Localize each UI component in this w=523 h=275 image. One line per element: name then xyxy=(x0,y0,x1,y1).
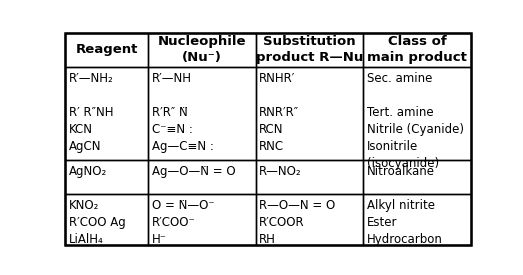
Bar xyxy=(65,67,149,160)
Bar xyxy=(65,160,149,194)
Bar xyxy=(65,194,149,245)
Text: RNHR′

RNR′R″
RCN
RNC: RNHR′ RNR′R″ RCN RNC xyxy=(259,72,299,153)
Text: Substitution
product R—Nu: Substitution product R—Nu xyxy=(256,35,363,64)
Bar xyxy=(65,33,149,67)
Bar xyxy=(149,67,256,160)
Text: R′—NH₂

R′ R″NH
KCN
AgCN: R′—NH₂ R′ R″NH KCN AgCN xyxy=(69,72,113,153)
Text: R—NO₂: R—NO₂ xyxy=(259,165,302,178)
Bar xyxy=(363,194,471,245)
Bar xyxy=(149,160,256,194)
Bar xyxy=(256,160,363,194)
Bar xyxy=(363,33,471,67)
Text: O = N̈—O⁻
R′COO⁻
H⁻: O = N̈—O⁻ R′COO⁻ H⁻ xyxy=(152,199,214,246)
Bar xyxy=(149,33,256,67)
Bar xyxy=(256,67,363,160)
Bar xyxy=(363,160,471,194)
Text: R′—NH

R′R″ N̈
C⁻≡N :
Ag—C≡N :: R′—NH R′R″ N̈ C⁻≡N : Ag—C≡N : xyxy=(152,72,213,153)
Text: Nucleophile
(Nu⁻): Nucleophile (Nu⁻) xyxy=(158,35,246,64)
Text: R—O—N = O
R′COOR
RH: R—O—N = O R′COOR RH xyxy=(259,199,335,246)
Bar xyxy=(363,67,471,160)
Text: Class of
main product: Class of main product xyxy=(367,35,467,64)
Text: Alkyl nitrite
Ester
Hydrocarbon: Alkyl nitrite Ester Hydrocarbon xyxy=(367,199,442,246)
Text: AgNO₂: AgNO₂ xyxy=(69,165,107,178)
Text: Reagent: Reagent xyxy=(76,43,138,56)
Text: KNO₂
R′COO Ag
LiAlH₄: KNO₂ R′COO Ag LiAlH₄ xyxy=(69,199,126,246)
Bar xyxy=(256,194,363,245)
Text: Ag—O—N̈ = O: Ag—O—N̈ = O xyxy=(152,165,235,178)
Text: Sec. amine

Tert. amine
Nitrile (Cyanide)
Isonitrile
(isocyanide): Sec. amine Tert. amine Nitrile (Cyanide)… xyxy=(367,72,463,170)
Bar xyxy=(256,33,363,67)
Bar xyxy=(149,194,256,245)
Text: Nitroalkane: Nitroalkane xyxy=(367,165,435,178)
